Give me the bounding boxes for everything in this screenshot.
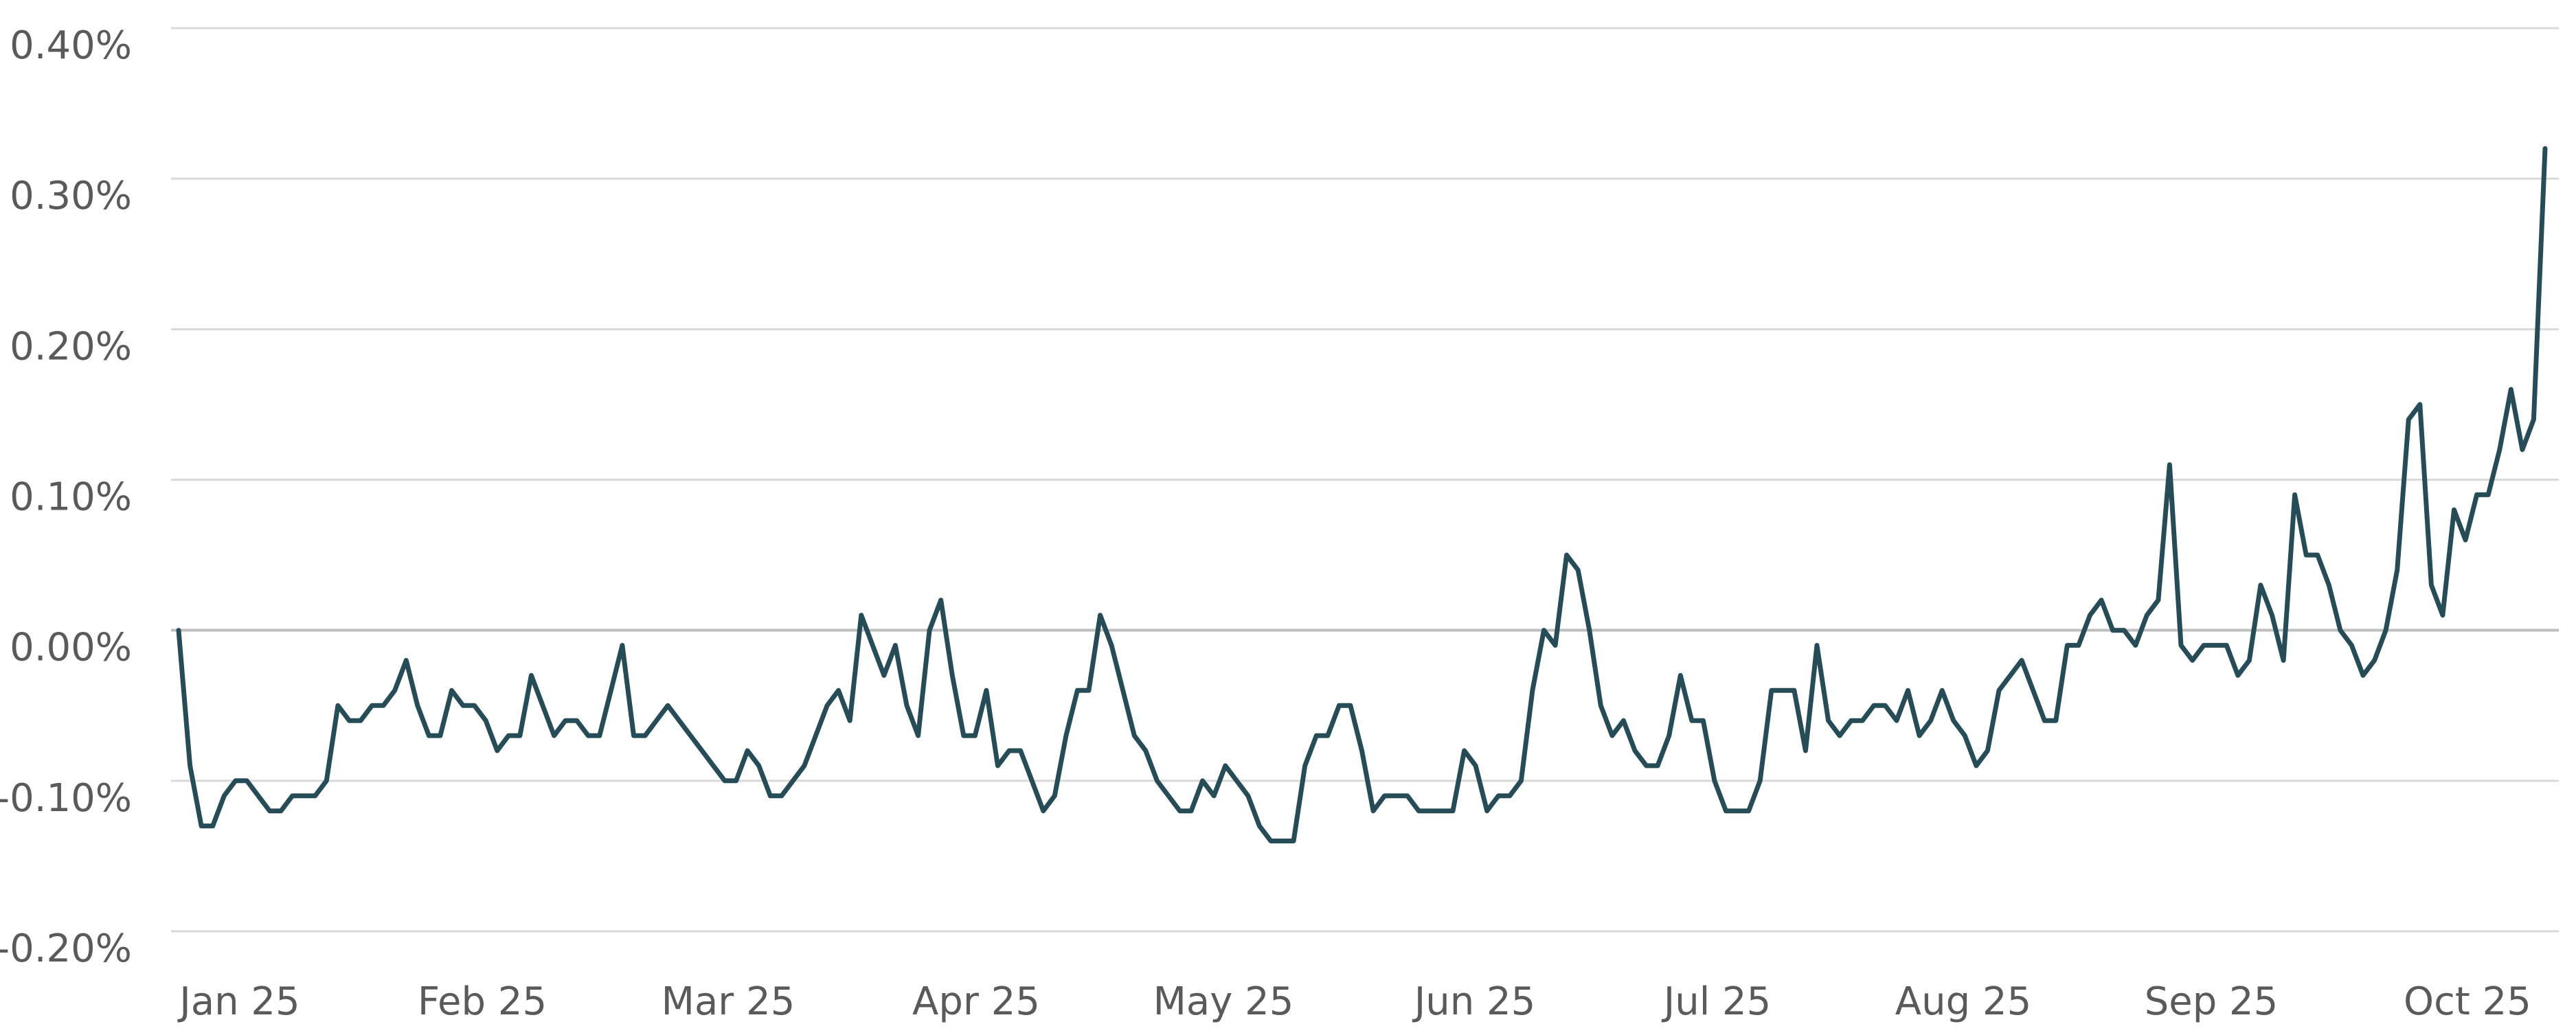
gridlines: [171, 27, 2559, 933]
y-tick-label: 0.40%: [10, 23, 132, 68]
x-tick-label: Aug 25: [1895, 979, 2031, 1024]
y-tick-label: 0.20%: [10, 324, 132, 369]
x-tick-label: Feb 25: [418, 979, 547, 1024]
x-tick-label: Jul 25: [1662, 979, 1772, 1024]
x-tick-label: May 25: [1153, 979, 1294, 1024]
series-line: [176, 146, 2548, 843]
y-tick-label: 0.30%: [10, 174, 132, 218]
y-tick-label: -0.10%: [0, 776, 132, 821]
x-tick-label: Jun 25: [1412, 979, 1536, 1024]
x-axis-labels: Jan 25 Feb 25 Mar 25 Apr 25 May 25 Jun 25 Jul …: [177, 979, 2531, 1024]
x-tick-label: Mar 25: [662, 979, 795, 1024]
y-axis-labels: 0.40% 0.30% 0.20% 0.10% 0.00% -0.10% -0.20%: [0, 23, 132, 971]
y-tick-label: 0.00%: [10, 626, 132, 670]
x-tick-label: Oct 25: [2404, 979, 2531, 1024]
x-tick-label: Jan 25: [177, 979, 300, 1024]
series-group: [176, 146, 2548, 843]
x-tick-label: Sep 25: [2145, 979, 2279, 1024]
y-tick-label: 0.10%: [10, 475, 132, 520]
y-tick-label: -0.20%: [0, 926, 132, 971]
x-tick-label: Apr 25: [912, 979, 1040, 1024]
